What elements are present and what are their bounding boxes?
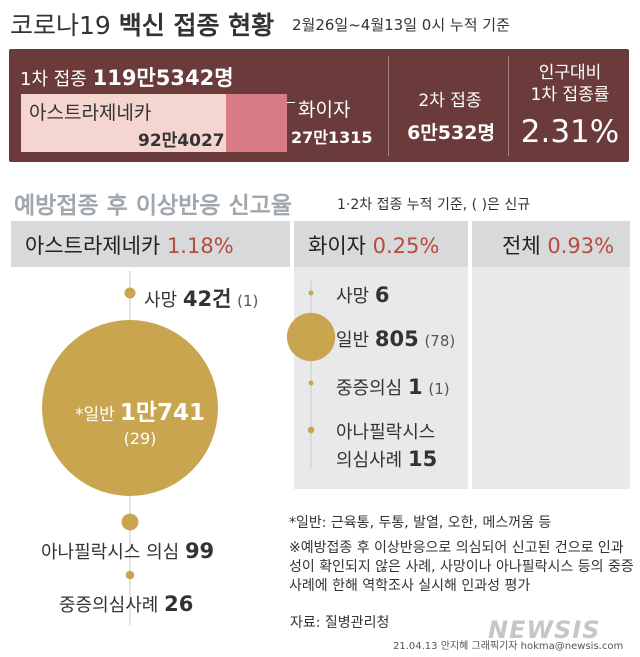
footnotes: *일반: 근육통, 두통, 발열, 오한, 메스꺼움 등 ※예방접종 후 이상반… (289, 514, 634, 596)
total-rate: 0.93% (547, 234, 615, 258)
total-name: 전체 (502, 234, 541, 258)
bubble-az-1 (42, 320, 218, 496)
graphic-credit: 21.04.13 안지혜 그래픽기자 hokma@newsis.com (393, 641, 624, 652)
pf-severe-label: 중증의심 (336, 378, 403, 399)
astrazeneca-bar-label: 아스트라제네카 (29, 102, 152, 124)
pfizer-column-body (294, 267, 468, 489)
pfizer-bar-label: 화이자 (298, 99, 351, 121)
az-anaphylaxis-item: 아나필락시스 의심 99 (41, 538, 214, 564)
astrazeneca-bar-segment (21, 94, 226, 152)
az-severe-label: 중증의심사례 (59, 595, 159, 616)
title-prefix: 코로나19 (10, 11, 111, 40)
pf-severe-new: (1) (428, 380, 450, 398)
az-anaphylaxis-label: 아나필락시스 의심 (41, 542, 180, 563)
astrazeneca-rate: 1.18% (166, 234, 234, 258)
second-dose-value: 6만532명 (407, 122, 495, 144)
astrazeneca-name: 아스트라제네카 (25, 234, 161, 258)
pf-general-label: 일반 (336, 330, 370, 351)
source-text: 자료: 질병관리청 (290, 615, 390, 631)
pf-anaphylaxis-label-line2: 의심사례 (336, 450, 403, 471)
pf-severe-value: 1 (407, 375, 423, 399)
az-general-label: *일반 (74, 405, 115, 425)
pf-death-item: 사망 6 (336, 282, 389, 308)
az-death-item: 사망 42건 (1) (144, 283, 258, 313)
az-death-label: 사망 (144, 290, 178, 311)
bubble-pf-1 (286, 312, 336, 362)
first-dose-value: 119만5342명 (92, 66, 234, 90)
total-column-header: 전체 0.93% (472, 221, 630, 267)
az-general-item: *일반 1만741 (29) (50, 393, 230, 448)
title-bold: 백신 접종 현황 (118, 11, 275, 40)
pf-anaphylaxis-value: 15 (407, 447, 438, 471)
panel-divider (388, 56, 389, 156)
panel-divider (508, 56, 509, 156)
pfizer-rate: 0.25% (372, 234, 440, 258)
bubble-az-3 (125, 570, 135, 580)
bubble-az-0 (124, 287, 136, 299)
pf-general-value: 805 (374, 327, 419, 351)
footnote-disclaimer: ※예방접종 후 이상반응으로 의심되어 신고된 건으로 인과성이 확인되지 않은… (289, 540, 634, 594)
second-dose-label: 2차 접종 (418, 91, 482, 111)
first-dose-rate-label: 인구대비 1차 접종률 (512, 62, 628, 106)
az-anaphylaxis-value: 99 (184, 539, 215, 563)
page-title: 코로나19 백신 접종 현황 (10, 6, 274, 42)
bubble-pf-3 (307, 426, 315, 434)
az-general-value: 1만741 (119, 400, 206, 426)
pfizer-bar-segment (226, 94, 287, 152)
rate-label-line1: 인구대비 (538, 63, 602, 83)
pf-general-new: (78) (424, 332, 456, 350)
pf-anaphylaxis-label-line1: 아나필락시스 (336, 422, 436, 443)
pf-anaphylaxis-item: 아나필락시스 의심사례 15 (336, 420, 437, 474)
footnote-general-definition: *일반: 근육통, 두통, 발열, 오한, 메스꺼움 등 (289, 515, 552, 531)
pf-severe-item: 중증의심 1 (1) (336, 374, 450, 400)
rate-label-line2: 1차 접종률 (530, 85, 610, 105)
pf-general-item: 일반 805 (78) (336, 326, 455, 352)
az-severe-value: 26 (164, 592, 194, 616)
section-subtitle: 1·2차 접종 누적 기준, ( )은 신규 (337, 197, 531, 213)
az-death-new: (1) (237, 292, 259, 310)
pfizer-leader-line (287, 102, 295, 103)
pfizer-bar-value: 27만1315 (291, 128, 373, 147)
astrazeneca-bar-value: 92만4027 (138, 131, 225, 151)
pf-death-value: 6 (374, 283, 390, 307)
page-subtitle: 2월26일~4월13일 0시 누적 기준 (292, 16, 510, 34)
bubble-pf-0 (308, 290, 314, 296)
pfizer-name: 화이자 (308, 234, 366, 258)
section-title: 예방접종 후 이상반응 신고율 (14, 193, 292, 219)
first-dose-summary: 1차 접종 119만5342명 (20, 62, 234, 92)
first-dose-bar: 아스트라제네카 92만4027 (21, 94, 287, 152)
astrazeneca-column-header: 아스트라제네카 1.18% (11, 221, 290, 267)
az-death-value: 42건 (182, 287, 232, 311)
bubble-az-2 (121, 513, 139, 531)
pfizer-column-header: 화이자 0.25% (294, 221, 468, 267)
first-dose-rate-value: 2.31% (520, 114, 620, 150)
az-general-new: (29) (123, 429, 157, 448)
pf-death-label: 사망 (336, 286, 370, 307)
total-column-body (472, 267, 630, 489)
bubble-pf-2 (308, 380, 314, 386)
newsis-logo: NEWSIS (488, 616, 601, 644)
bubbles-group (42, 271, 336, 625)
az-severe-item: 중증의심사례 26 (59, 591, 193, 617)
first-dose-label: 1차 접종 (20, 69, 87, 90)
